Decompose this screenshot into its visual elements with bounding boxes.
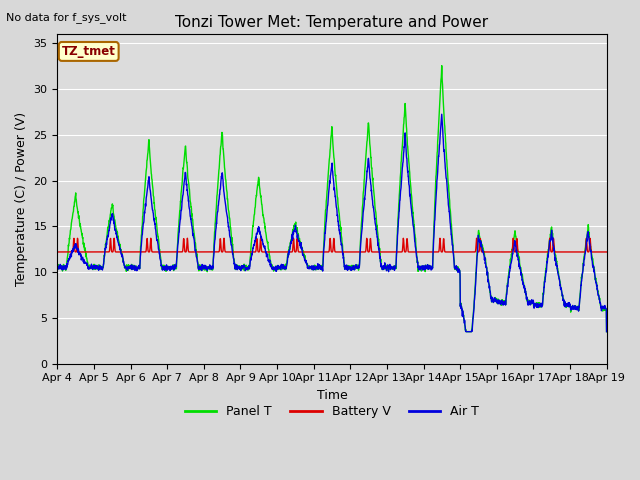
Battery V xyxy=(570,249,577,255)
Air T xyxy=(360,206,367,212)
Line: Panel T: Panel T xyxy=(58,66,607,332)
Air T xyxy=(54,266,61,272)
Air T xyxy=(555,273,563,279)
Air T xyxy=(438,111,445,117)
Battery V xyxy=(603,249,611,255)
Battery V xyxy=(360,249,368,255)
Air T xyxy=(462,329,470,335)
Battery V xyxy=(54,249,61,255)
Panel T xyxy=(570,304,577,310)
Battery V xyxy=(348,249,356,255)
Air T xyxy=(207,265,214,271)
Battery V xyxy=(207,249,214,255)
Air T xyxy=(603,329,611,335)
Battery V xyxy=(492,249,499,255)
Air T xyxy=(570,306,577,312)
Air T xyxy=(492,299,500,304)
Line: Air T: Air T xyxy=(58,114,607,332)
Panel T xyxy=(603,329,611,335)
Panel T xyxy=(360,188,367,193)
Battery V xyxy=(554,249,562,255)
Panel T xyxy=(462,329,470,335)
Panel T xyxy=(207,266,214,272)
Battery V xyxy=(147,235,155,241)
Line: Battery V: Battery V xyxy=(58,238,607,252)
X-axis label: Time: Time xyxy=(317,389,348,402)
Y-axis label: Temperature (C) / Power (V): Temperature (C) / Power (V) xyxy=(15,112,28,286)
Text: No data for f_sys_volt: No data for f_sys_volt xyxy=(6,12,127,23)
Panel T xyxy=(54,262,61,268)
Panel T xyxy=(438,63,445,69)
Title: Tonzi Tower Met: Temperature and Power: Tonzi Tower Met: Temperature and Power xyxy=(175,15,488,30)
Panel T xyxy=(555,269,563,275)
Text: TZ_tmet: TZ_tmet xyxy=(62,45,116,58)
Panel T xyxy=(492,298,500,303)
Legend: Panel T, Battery V, Air T: Panel T, Battery V, Air T xyxy=(180,400,484,423)
Panel T xyxy=(348,264,356,270)
Air T xyxy=(348,267,356,273)
